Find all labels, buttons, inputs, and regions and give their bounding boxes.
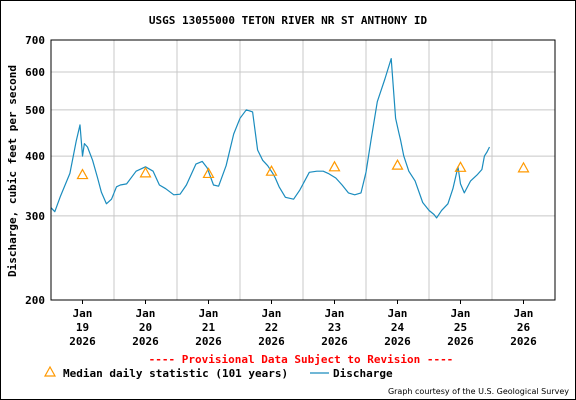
- x-tick-label: 2026: [132, 335, 159, 348]
- plot-data: [50, 57, 530, 219]
- median-marker: [517, 161, 530, 173]
- provisional-notice: ---- Provisional Data Subject to Revisio…: [149, 353, 454, 366]
- x-tick-label: 2026: [510, 335, 537, 348]
- x-tick-label: 2026: [384, 335, 411, 348]
- x-tick-label: 2026: [447, 335, 474, 348]
- discharge-series-line: [50, 57, 491, 219]
- median-marker: [265, 164, 278, 176]
- y-tick-label: 500: [25, 104, 45, 117]
- x-tick-label: 24: [391, 321, 405, 334]
- x-tick-label: Jan: [514, 307, 534, 320]
- legend-median-label: Median daily statistic (101 years): [63, 367, 288, 380]
- x-tick-label: 19: [76, 321, 89, 334]
- x-tick-label: Jan: [451, 307, 471, 320]
- median-marker: [328, 160, 341, 172]
- x-tick-label: 26: [517, 321, 531, 334]
- x-tick-label: 2026: [258, 335, 285, 348]
- x-tick-label: 25: [454, 321, 467, 334]
- x-tick-label: 20: [139, 321, 152, 334]
- median-marker: [76, 168, 89, 180]
- median-marker: [202, 167, 215, 179]
- median-marker: [454, 161, 467, 172]
- x-tick-label: Jan: [262, 307, 282, 320]
- y-tick-label: 700: [25, 34, 45, 47]
- x-tick-label: 2026: [195, 335, 222, 348]
- y-tick-labels: 200 300 400 500 600 700: [25, 34, 45, 307]
- plot-area-border: [50, 39, 556, 301]
- y-tick-label: 400: [25, 150, 45, 163]
- y-tick-label: 200: [25, 294, 45, 307]
- x-tick-label: Jan: [325, 307, 345, 320]
- y-tick-label: 600: [25, 66, 45, 79]
- x-tick-labels: Jan192026Jan202026Jan212026Jan222026Jan2…: [69, 300, 537, 348]
- x-tick-label: Jan: [388, 307, 408, 320]
- x-tick-label: Jan: [73, 307, 93, 320]
- x-tick-label: 22: [265, 321, 278, 334]
- median-marker: [139, 166, 152, 178]
- x-tick-label: Jan: [199, 307, 219, 320]
- legend-median-triangle-icon: [43, 365, 57, 377]
- x-tick-label: 21: [202, 321, 216, 334]
- median-marker: [391, 158, 404, 170]
- legend-discharge-label: Discharge: [333, 367, 393, 380]
- x-tick-label: 2026: [321, 335, 348, 348]
- y-tick-label: 300: [25, 210, 45, 223]
- x-tick-label: 2026: [69, 335, 96, 348]
- grid-lines: [51, 39, 555, 301]
- chart-title: USGS 13055000 TETON RIVER NR ST ANTHONY …: [149, 14, 428, 27]
- x-tick-label: Jan: [136, 307, 156, 320]
- y-axis-label: Discharge, cubic feet per second: [6, 65, 19, 277]
- usgs-credit: Graph courtesy of the U.S. Geological Su…: [388, 387, 569, 396]
- x-tick-label: 23: [328, 321, 341, 334]
